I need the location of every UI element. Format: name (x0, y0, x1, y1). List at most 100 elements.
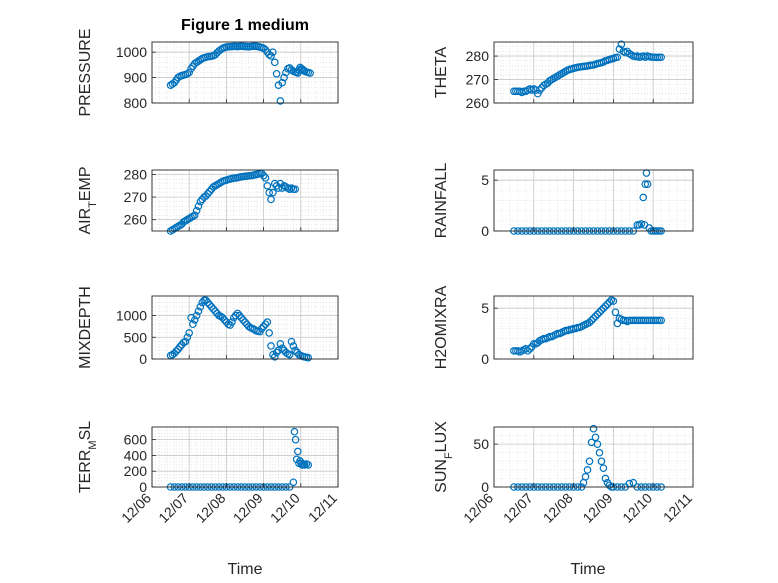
data-point (183, 333, 192, 342)
y-axis-label: PRESSURE (77, 28, 94, 116)
data-point (605, 298, 614, 306)
x-tick-label: 12/10 (267, 490, 303, 526)
y-tick-label: 280 (124, 167, 148, 183)
data-point (593, 310, 602, 319)
plot-area (152, 427, 338, 487)
y-axis-label: TERRMSL (77, 421, 99, 493)
y-axis-label: MIXDEPTH (77, 286, 94, 369)
plot-area (494, 427, 693, 487)
data-point (304, 353, 313, 362)
data-point (304, 461, 313, 469)
data-point (196, 197, 205, 206)
data-point (639, 193, 648, 202)
data-point (595, 448, 604, 457)
x-axis-label-left: Time (228, 561, 263, 578)
y-tick-label: 900 (124, 70, 148, 86)
data-point (637, 220, 646, 228)
data-point (605, 481, 614, 490)
data-point (280, 73, 288, 82)
y-tick-label: 270 (466, 72, 490, 88)
data-point (613, 319, 622, 328)
y-tick-label: 0 (139, 479, 147, 495)
data-point (290, 427, 299, 436)
data-point (289, 342, 298, 350)
x-tick-label: 12/09 (230, 490, 266, 526)
y-tick-label: 260 (466, 95, 490, 111)
y-tick-label: 400 (124, 447, 148, 463)
data-point (194, 202, 203, 210)
data-point (269, 350, 277, 359)
data-point (269, 48, 277, 56)
data-point (278, 78, 287, 87)
x-tick-label: 12/11 (305, 490, 341, 526)
data-point (524, 347, 532, 355)
data-point (209, 305, 218, 313)
y-axis-label: RAINFALL (433, 163, 450, 239)
y-axis-label: THETA (433, 47, 450, 99)
data-point (599, 304, 608, 312)
x-tick-label: 12/08 (192, 490, 228, 526)
subplot-1: 800 900 1000 PRESSURE (77, 28, 339, 117)
data-point (611, 308, 620, 317)
data-point (204, 189, 212, 198)
data-point (299, 460, 308, 468)
axes-frame (151, 426, 339, 488)
data-point (263, 318, 272, 326)
y-tick-label: 50 (473, 436, 489, 452)
data-point (237, 313, 246, 322)
data-point (643, 180, 652, 189)
axes-frame (493, 426, 694, 488)
data-point (589, 424, 598, 433)
data-point (585, 318, 594, 327)
y-tick-label: 0 (481, 351, 489, 367)
data-point (306, 69, 314, 77)
plot-area (494, 296, 693, 359)
data-point (278, 344, 287, 352)
x-tick-label: 12/07 (500, 490, 536, 526)
subplot-8: 0 50 12/06 12/07 12/08 12/09 12/10 12/11 SUNFLUX (433, 421, 695, 526)
subplot-3: 260 270 280 AIRTEMP (77, 166, 339, 235)
y-axis-label: H2OMIXRA (433, 285, 450, 369)
y-tick-label: 0 (139, 351, 147, 367)
data-point (291, 346, 300, 355)
axes-frame (493, 41, 694, 104)
data-point (583, 466, 592, 474)
data-point (601, 474, 610, 483)
data-point (278, 184, 287, 192)
data-point (595, 308, 604, 317)
data-point (202, 296, 210, 305)
data-point (585, 457, 594, 466)
data-point (244, 322, 253, 331)
axes-frame (493, 295, 694, 360)
data-point (609, 297, 618, 305)
data-point (287, 337, 296, 346)
data-point (613, 53, 622, 62)
data-point (185, 68, 194, 77)
y-tick-label: 500 (124, 329, 148, 345)
data-point (291, 435, 300, 444)
data-point (190, 211, 199, 219)
data-point (233, 309, 242, 318)
subplot-6: 0 5 H2OMIXRA (433, 285, 694, 369)
data-point (192, 206, 201, 215)
data-point (196, 303, 205, 311)
data-point (194, 307, 203, 316)
x-tick-label: 12/11 (660, 490, 696, 526)
data-point (257, 324, 266, 333)
data-point (291, 185, 300, 194)
x-tick-label: 12/06 (118, 490, 154, 526)
data-point (270, 58, 279, 67)
subplot-grid: 800 900 1000 PRESSURE 260 270 280 THETA 260 270 28… (77, 28, 695, 525)
y-tick-label: 800 (124, 95, 148, 111)
data-point (272, 348, 281, 357)
data-point (270, 179, 279, 188)
data-point (211, 307, 220, 316)
data-point (587, 316, 596, 325)
data-point (597, 457, 606, 466)
data-point (591, 433, 600, 442)
data-point (239, 316, 247, 324)
data-point (220, 316, 229, 324)
data-point (202, 192, 210, 200)
